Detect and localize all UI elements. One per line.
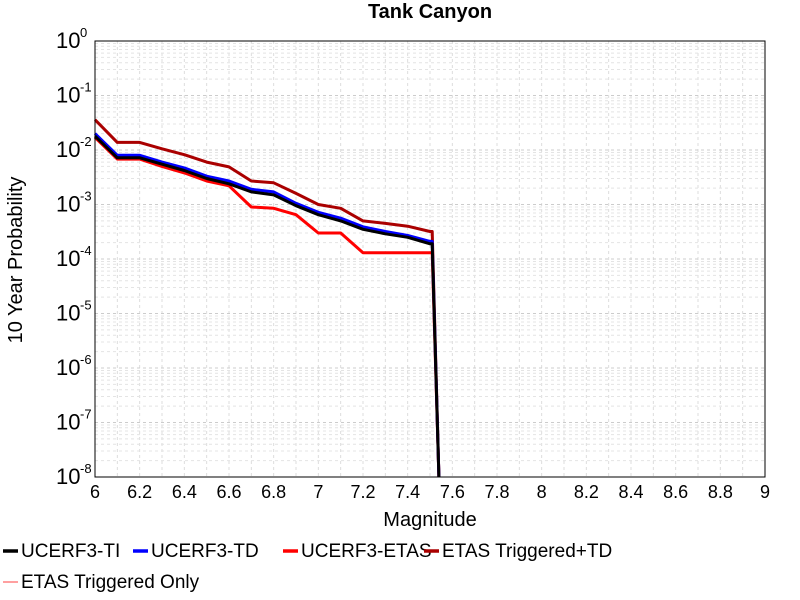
y-tick-base: 10 [56, 410, 80, 435]
y-tick-exponent: -5 [80, 298, 92, 313]
chart-title: Tank Canyon [368, 1, 492, 23]
plot-frame [94, 40, 766, 478]
x-tick-label: 9 [760, 482, 770, 502]
legend-label: UCERF3-TI [21, 541, 120, 562]
y-tick-label: 10 -3 [56, 189, 92, 217]
y-tick-exponent: -6 [80, 352, 92, 367]
x-axis-label: Magnitude [383, 509, 476, 531]
x-tick-label: 8.2 [574, 482, 599, 502]
x-tick-label: 7.2 [350, 482, 375, 502]
y-tick-exponent: -3 [80, 189, 92, 204]
y-tick-base: 10 [56, 28, 80, 53]
x-tick-label: 7.8 [484, 482, 509, 502]
legend-item: UCERF3-TD [133, 541, 259, 562]
x-tick-label: 6.4 [172, 482, 197, 502]
x-tick-label: 6.8 [261, 482, 286, 502]
series-line [93, 135, 441, 478]
x-tick-labels: 6 6.2 6.4 6.6 6.8 7 7.2 7.4 7.6 7.8 8 8.2 8.4 8.6 8.8 9 [90, 482, 770, 502]
y-tick-exponent: -8 [80, 461, 92, 476]
y-tick-exponent: -4 [80, 243, 92, 258]
legend-item: ETAS Triggered+TD [424, 541, 612, 562]
x-tick-label: 8 [537, 482, 547, 502]
y-tick-label: 10 -6 [56, 352, 92, 380]
y-tick-label: 10 -7 [56, 407, 92, 435]
y-tick-label: 10 -5 [56, 298, 92, 326]
y-tick-exponent: -1 [80, 80, 92, 95]
y-tick-exponent: 0 [80, 25, 87, 40]
y-tick-label: 10 -4 [56, 243, 92, 271]
y-tick-label: 10 -2 [56, 134, 92, 162]
y-tick-exponent: -2 [80, 134, 92, 149]
x-tick-label: 7.4 [395, 482, 420, 502]
y-tick-base: 10 [56, 246, 80, 271]
x-tick-label: 7 [313, 482, 323, 502]
y-tick-base: 10 [56, 192, 80, 217]
series-layer [93, 118, 441, 478]
x-tick-label: 8.6 [663, 482, 688, 502]
y-tick-base: 10 [56, 355, 80, 380]
y-tick-exponent: -7 [80, 407, 92, 422]
y-axis-label: 10 Year Probability [5, 177, 27, 344]
y-tick-base: 10 [56, 464, 80, 489]
legend-label: ETAS Triggered Only [21, 572, 200, 593]
legend-label: UCERF3-ETAS [301, 541, 432, 562]
x-tick-label: 7.6 [440, 482, 465, 502]
legend-label: ETAS Triggered+TD [442, 541, 612, 562]
x-tick-label: 6.6 [216, 482, 241, 502]
legend-item: UCERF3-ETAS [283, 541, 432, 562]
series-line [93, 136, 441, 478]
legend: UCERF3-TI UCERF3-TD UCERF3-ETAS ETAS Trigge… [3, 541, 612, 593]
y-tick-base: 10 [56, 137, 80, 162]
legend-item: UCERF3-TI [3, 541, 120, 562]
y-tick-base: 10 [56, 83, 80, 108]
y-tick-label: 10 0 [56, 25, 87, 53]
legend-item: ETAS Triggered Only [3, 572, 200, 593]
legend-label: UCERF3-TD [151, 541, 259, 562]
series-line [93, 132, 441, 478]
series-line [93, 118, 441, 478]
y-tick-label: 10 -1 [56, 80, 92, 108]
y-tick-base: 10 [56, 301, 80, 326]
grid [94, 41, 766, 478]
x-tick-label: 6.2 [127, 482, 152, 502]
x-tick-label: 8.8 [708, 482, 733, 502]
y-tick-label: 10 -8 [56, 461, 92, 489]
x-tick-label: 8.4 [618, 482, 643, 502]
x-tick-label: 6 [90, 482, 100, 502]
